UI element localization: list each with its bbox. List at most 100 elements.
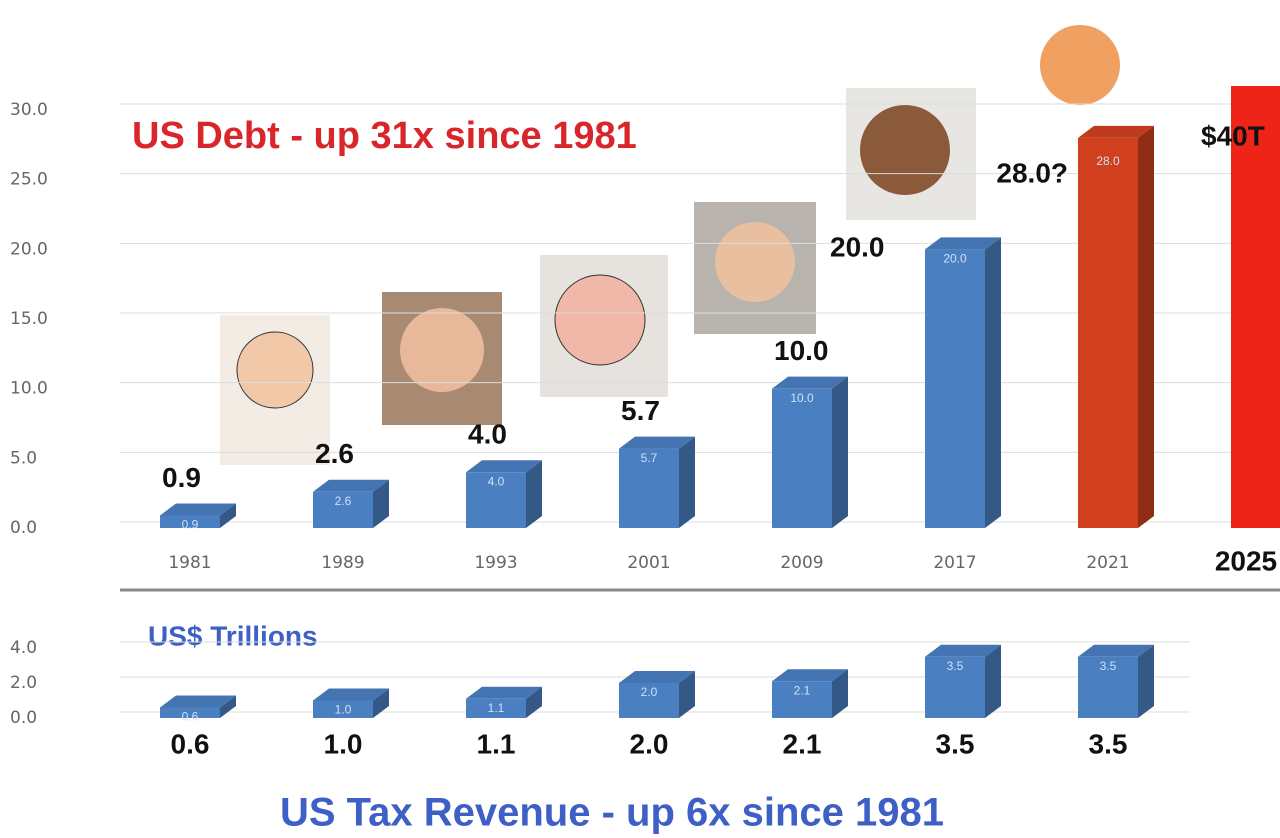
bar <box>772 388 832 528</box>
bar-inner-label: 3.5 <box>1100 659 1117 673</box>
bar-side <box>832 376 848 528</box>
y-tick-label: 15.0 <box>10 309 48 329</box>
bar-inner-label: 0.9 <box>182 518 199 532</box>
bar-top <box>466 686 542 699</box>
value-label: 0.6 <box>171 728 210 759</box>
bar-top <box>619 436 695 449</box>
bar-inner-label: 2.0 <box>641 685 658 699</box>
x-tick-label: 2001 <box>627 553 670 573</box>
bar-side <box>526 460 542 528</box>
bar <box>619 448 679 528</box>
bar <box>1078 137 1138 528</box>
bar-top <box>466 460 542 473</box>
bars <box>160 644 1154 718</box>
bar-top <box>313 688 389 701</box>
bar-top <box>925 237 1001 250</box>
bar <box>466 698 526 718</box>
x-tick-label: 2009 <box>780 553 823 573</box>
y-tick-label: 4.0 <box>10 638 37 658</box>
value-label: 2.6 <box>315 438 354 469</box>
value-label: 0.9 <box>162 462 201 493</box>
x-tick-label: 2017 <box>933 553 976 573</box>
bar-inner-label: 28.0 <box>1096 154 1120 168</box>
bar-top <box>160 695 236 708</box>
bar-top <box>160 503 236 516</box>
bar-top <box>772 376 848 389</box>
bar-inner-label: 4.0 <box>488 474 505 488</box>
bar-inner-label: 1.0 <box>335 703 352 717</box>
bar-inner-label: 0.6 <box>182 710 199 724</box>
bar-inner-label: 1.1 <box>488 701 505 715</box>
value-label: 1.1 <box>477 728 516 759</box>
bar-top <box>1078 125 1154 138</box>
value-label: 4.0 <box>468 419 507 450</box>
portraits <box>220 10 1145 465</box>
bar-top <box>925 644 1001 657</box>
bar-side <box>679 671 695 718</box>
bars <box>160 86 1280 529</box>
value-label: 3.5 <box>1089 728 1128 759</box>
bar <box>1231 86 1280 528</box>
bar-top <box>619 671 695 683</box>
x-tick-label: 1989 <box>321 553 364 573</box>
y-tick-label: 0.0 <box>10 708 37 728</box>
bar <box>925 656 985 718</box>
bar-inner-label: 3.5 <box>947 659 964 673</box>
bar <box>313 491 373 528</box>
portrait-face <box>554 274 646 366</box>
bar-inner-label: 20.0 <box>943 252 967 266</box>
y-tick-label: 20.0 <box>10 239 48 259</box>
bar <box>619 683 679 718</box>
bar-inner-label: 5.7 <box>641 451 658 465</box>
value-label: 20.0 <box>830 232 885 263</box>
bar-side <box>1138 125 1154 528</box>
bar-side <box>832 669 848 718</box>
value-label: 28.0? <box>996 157 1068 188</box>
value-label: 2.0 <box>630 728 669 759</box>
bar-side <box>526 686 542 718</box>
bar-inner-label: 2.6 <box>335 494 352 508</box>
portrait-face <box>236 331 314 409</box>
chart-subtitle: US$ Trillions <box>148 620 318 651</box>
bar <box>160 515 220 528</box>
bar <box>466 472 526 528</box>
portrait-face <box>860 105 950 195</box>
bar-top <box>772 669 848 682</box>
portrait-face <box>715 222 795 302</box>
y-tick-label: 25.0 <box>10 170 48 190</box>
y-tick-label: 5.0 <box>10 448 37 468</box>
value-label: 10.0 <box>774 335 829 366</box>
bar-side <box>220 503 236 528</box>
bar-top <box>313 479 389 492</box>
y-tick-label: 30.0 <box>10 100 48 120</box>
bar <box>313 700 373 718</box>
y-tick-label: 10.0 <box>10 379 48 399</box>
x-tick-label: 1993 <box>474 553 517 573</box>
bar-side <box>220 695 236 718</box>
y-tick-label: 2.0 <box>10 673 37 693</box>
bar-inner-label: 2.1 <box>794 683 811 697</box>
y-tick-label: 0.0 <box>10 518 37 538</box>
bar-side <box>1138 644 1154 718</box>
bar-side <box>985 237 1001 529</box>
bar-top <box>1078 644 1154 657</box>
x-tick-label: 2025 <box>1215 545 1277 576</box>
portrait-face <box>1040 25 1120 105</box>
x-tick-label: 1981 <box>168 553 211 573</box>
chart-title: US Debt - up 31x since 1981 <box>132 115 637 157</box>
bar-side <box>679 436 695 528</box>
value-label: 2.1 <box>783 728 822 759</box>
x-tick-label: 2021 <box>1086 553 1129 573</box>
bar-side <box>373 688 389 718</box>
value-label: 5.7 <box>621 395 660 426</box>
value-label: $40T <box>1201 120 1265 151</box>
bar-inner-label: 10.0 <box>790 391 814 405</box>
portrait-face <box>400 308 484 392</box>
bar <box>1078 656 1138 718</box>
bar <box>160 707 220 718</box>
bar-side <box>985 644 1001 718</box>
value-label: 1.0 <box>324 728 363 759</box>
bar-side <box>373 479 389 528</box>
bar <box>925 249 985 529</box>
